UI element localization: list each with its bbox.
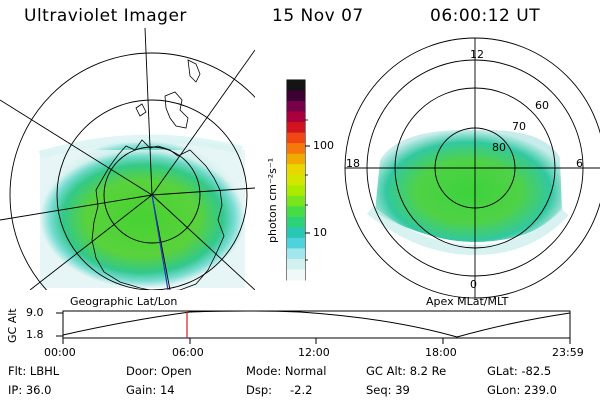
- door-status: Door: Open: [126, 364, 192, 378]
- colorbar-tick-100: 100: [313, 139, 334, 152]
- glat-status: GLat: -82.5: [487, 364, 552, 378]
- colorbar-segment: [287, 101, 305, 113]
- colorbar-segment: [287, 153, 305, 165]
- colorbar-segment: [287, 216, 305, 228]
- colorbar-tick-10: 10: [313, 226, 327, 239]
- mlt-label-left: 18: [346, 157, 360, 170]
- header-time: 06:00:12 UT: [430, 6, 541, 26]
- dsp-value: -2.2: [290, 383, 313, 397]
- colorbar-segment: [287, 111, 305, 123]
- coastline: [91, 139, 225, 290]
- geo-panel-caption: Geographic Lat/Lon: [70, 295, 178, 308]
- colorbar-segment: [287, 164, 305, 176]
- colorbar-segment: [287, 132, 305, 144]
- colorbar-segment: [287, 122, 305, 134]
- altitude-plot: [56, 310, 571, 344]
- colorbar-segment: [287, 143, 305, 155]
- gc-alt-status: GC Alt: 8.2 Re: [366, 364, 447, 378]
- seq-status: Seq: 39: [366, 383, 410, 397]
- mlt-label-top: 12: [470, 48, 484, 61]
- mode-status: Mode: Normal: [246, 364, 327, 378]
- altitude-xtick-4: 23:59: [552, 346, 584, 359]
- app-title: Ultraviolet Imager: [24, 6, 187, 26]
- header-date: 15 Nov 07: [272, 6, 364, 26]
- geographic-panel: [0, 28, 255, 290]
- filter-status: Flt: LBHL: [8, 364, 60, 378]
- colorbar-segment: [287, 269, 305, 281]
- altitude-xtick-0: 00:00: [44, 346, 76, 359]
- mlat-label-70: 70: [512, 120, 526, 133]
- ip-status: IP: 36.0: [8, 383, 52, 397]
- altitude-ytick-bottom: 1.8: [26, 328, 44, 341]
- gain-status: Gain: 14: [126, 383, 175, 397]
- mag-aurora-image: [375, 129, 562, 242]
- dsp-label: Dsp:: [246, 383, 273, 397]
- altitude-xtick-2: 12:00: [298, 346, 330, 359]
- colorbar-segment: [287, 237, 305, 249]
- mlt-label-bottom: 0: [470, 278, 477, 291]
- colorbar-segment: [287, 258, 305, 270]
- colorbar-unit-label: photon cm⁻²s⁻¹: [266, 157, 279, 243]
- colorbar-segment: [287, 195, 305, 207]
- colorbar-segment: [287, 174, 305, 186]
- colorbar: [286, 79, 310, 281]
- colorbar-segment: [287, 248, 305, 260]
- colorbar-segment: [287, 80, 305, 92]
- mlt-label-right: 6: [576, 157, 583, 170]
- glon-status: GLon: 239.0: [487, 383, 557, 397]
- colorbar-segment: [287, 185, 305, 197]
- altitude-xtick-1: 06:00: [172, 346, 204, 359]
- altitude-ytick-top: 9.0: [26, 306, 44, 319]
- mlat-label-60: 60: [535, 99, 549, 112]
- colorbar-segment: [287, 206, 305, 218]
- altitude-curve: [62, 310, 571, 338]
- colorbar-segment: [287, 227, 305, 239]
- mag-panel-caption: Apex MLat/MLT: [426, 295, 509, 308]
- mlat-label-80: 80: [492, 141, 506, 154]
- altitude-xtick-3: 18:00: [425, 346, 457, 359]
- colorbar-segment: [287, 90, 305, 102]
- magnetic-panel: [344, 37, 600, 299]
- altitude-ylabel: GC Alt: [6, 308, 19, 343]
